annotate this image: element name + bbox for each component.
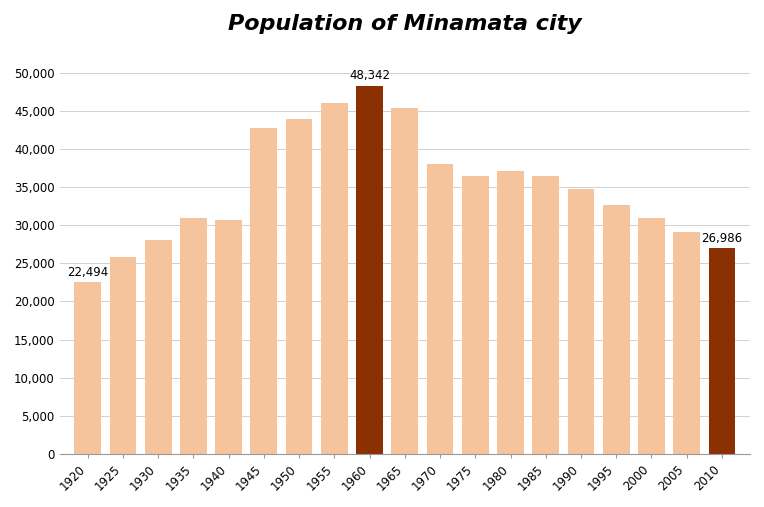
Bar [497,171,524,454]
Bar [109,257,136,454]
Bar [568,190,594,454]
Bar [533,176,559,454]
Bar [638,218,665,454]
Text: 22,494: 22,494 [67,266,108,279]
Bar [74,282,101,454]
Bar [673,232,700,454]
Bar [215,220,242,454]
Bar [321,102,348,454]
Bar [708,248,735,454]
Bar [391,108,418,454]
Text: 26,986: 26,986 [701,232,743,245]
Bar [251,128,277,454]
Bar [426,164,453,454]
Bar [180,219,207,454]
Text: 48,342: 48,342 [349,69,390,83]
Bar [462,176,489,454]
Bar [356,86,383,454]
Bar [603,205,630,454]
Title: Population of Minamata city: Population of Minamata city [228,14,581,34]
Bar [144,240,172,454]
Bar [286,119,312,454]
